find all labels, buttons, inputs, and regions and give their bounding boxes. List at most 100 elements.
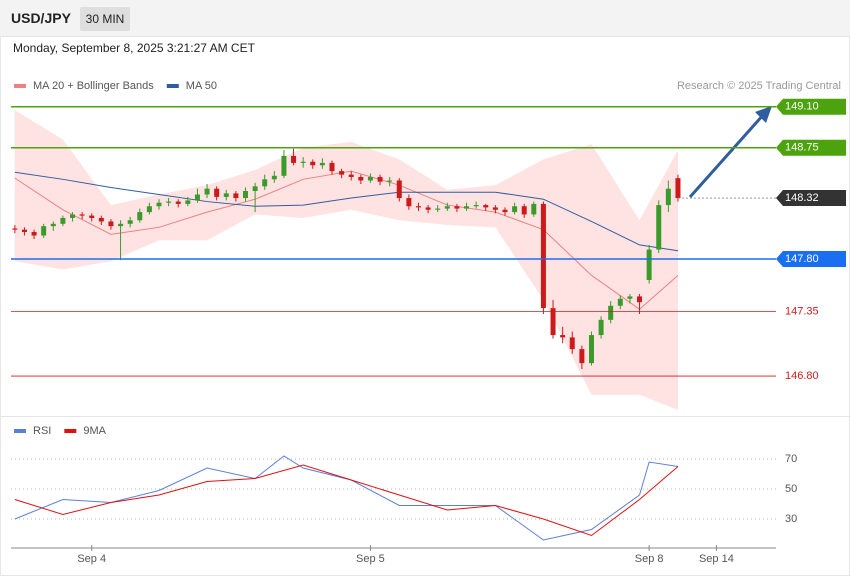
candle-body: [223, 193, 229, 197]
candle-body: [31, 232, 37, 236]
candle-body: [127, 220, 133, 224]
candle-body: [137, 212, 143, 221]
candle-body: [415, 206, 421, 208]
candle-body: [531, 203, 537, 215]
candle-body: [425, 207, 431, 210]
candle-body: [108, 221, 114, 227]
projection-arrow: [688, 113, 766, 198]
candle-body: [41, 226, 47, 236]
candle-body: [348, 174, 354, 177]
candle-body: [98, 217, 104, 222]
timestamp: Monday, September 8, 2025 3:21:27 AM CET: [13, 41, 255, 55]
candle-body: [156, 202, 162, 207]
candle-body: [454, 206, 460, 209]
candle-body: [569, 337, 575, 350]
level-label: 147.80: [785, 253, 819, 265]
candle-body: [358, 176, 364, 181]
candle-body: [502, 209, 508, 213]
candle-body: [512, 206, 518, 213]
candle-body: [627, 296, 633, 299]
candle-body: [464, 206, 470, 209]
candle-body: [242, 191, 248, 199]
candle-body: [406, 198, 412, 207]
candle-body: [521, 206, 527, 215]
candle-body: [444, 206, 450, 209]
candle-body: [118, 223, 124, 227]
candle-body: [579, 349, 585, 364]
candle-body: [387, 180, 393, 182]
header: USD/JPY 30 MIN: [0, 0, 850, 36]
candle-body: [396, 180, 402, 199]
candle-body: [367, 176, 373, 181]
x-tick-label: Sep 4: [77, 553, 106, 565]
candle-body: [12, 228, 18, 230]
candle-body: [617, 298, 623, 306]
level-tag: [776, 250, 846, 267]
legend-swatch: [14, 429, 26, 433]
candle-body: [79, 214, 85, 216]
y-tick-label: 50: [785, 483, 797, 495]
x-tick-label: Sep 5: [356, 553, 385, 565]
candle-body: [435, 208, 441, 210]
legend-swatch: [14, 84, 26, 88]
level-label: 146.80: [785, 370, 819, 382]
legend-label: 9MA: [83, 425, 106, 437]
candle-body: [483, 205, 489, 208]
candle-body: [291, 155, 297, 163]
legend-label: MA 20 + Bollinger Bands: [33, 80, 154, 92]
candle-body: [608, 305, 614, 320]
candle-body: [646, 249, 652, 281]
x-tick-label: Sep 8: [635, 553, 664, 565]
y-tick-label: 70: [785, 453, 797, 465]
candle-body: [329, 162, 335, 172]
candle-body: [656, 205, 662, 250]
legend-swatch: [166, 84, 179, 88]
candle-body: [166, 201, 172, 203]
legend-label: MA 50: [186, 80, 217, 92]
candle-body: [185, 200, 191, 204]
candle-body: [473, 205, 479, 207]
bollinger-band: [14, 110, 678, 410]
symbol: USD/JPY: [11, 10, 71, 26]
candle-body: [21, 229, 27, 233]
level-tag: [776, 98, 846, 115]
level-tag: [776, 139, 846, 156]
candle-body: [300, 161, 306, 163]
line-series: [14, 171, 679, 252]
candle-body: [50, 223, 56, 227]
candle-body: [492, 207, 498, 210]
candle-body: [70, 214, 76, 218]
candle-body: [262, 179, 268, 187]
candle-body: [146, 206, 152, 213]
legend-label: RSI: [33, 425, 51, 437]
legend-swatch: [64, 429, 77, 433]
candle-body: [598, 319, 604, 336]
level-label: 148.75: [785, 142, 819, 154]
line-series: [14, 455, 679, 541]
line-series: [14, 464, 679, 537]
candle-body: [233, 193, 239, 199]
level-tag: [776, 190, 846, 207]
candle-body: [540, 203, 546, 309]
candle-body: [194, 194, 200, 201]
candle-body: [377, 176, 383, 182]
candle-body: [550, 308, 556, 336]
frame: [0, 36, 850, 576]
projection-arrowhead: [755, 106, 772, 123]
candle-body: [319, 162, 325, 166]
candle-body: [665, 188, 671, 206]
candle-body: [214, 188, 220, 197]
y-tick-label: 30: [785, 513, 797, 525]
candle-body: [60, 217, 66, 224]
candle-body: [281, 155, 287, 176]
candle-body: [588, 335, 594, 364]
candle-body: [310, 161, 316, 166]
interval-button[interactable]: 30 MIN: [80, 7, 130, 31]
candle-body: [204, 188, 210, 195]
candle-body: [637, 296, 643, 303]
level-label: 147.35: [785, 306, 819, 318]
x-tick-label: Sep 14: [699, 553, 734, 565]
candle-body: [675, 178, 681, 199]
